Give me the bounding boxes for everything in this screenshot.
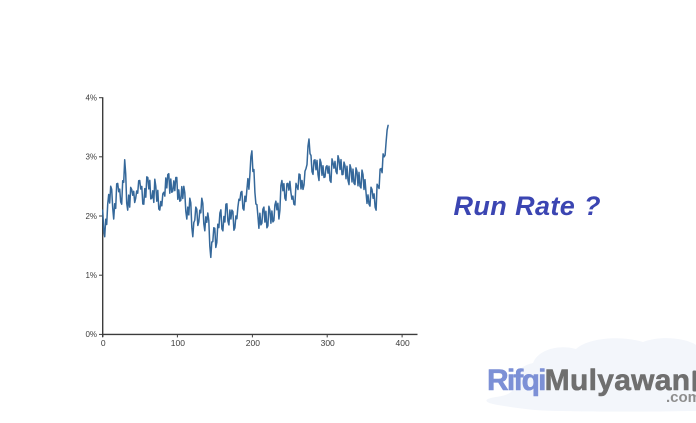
svg-text:0: 0 <box>101 338 106 348</box>
svg-text:1%: 1% <box>85 271 97 280</box>
svg-text:400: 400 <box>396 338 410 348</box>
svg-text:300: 300 <box>321 338 335 348</box>
svg-text:3%: 3% <box>85 153 97 162</box>
svg-text:Run Rate: Run Rate <box>454 191 576 221</box>
svg-text:0%: 0% <box>85 330 97 339</box>
svg-text:4%: 4% <box>85 94 97 103</box>
svg-text:200: 200 <box>246 338 260 348</box>
svg-text:100: 100 <box>171 338 185 348</box>
svg-text:?: ? <box>584 191 601 221</box>
svg-text:RifqiMulyawan: RifqiMulyawan <box>487 364 690 397</box>
svg-text:2%: 2% <box>85 212 97 221</box>
svg-text:.com: .com <box>666 389 696 406</box>
